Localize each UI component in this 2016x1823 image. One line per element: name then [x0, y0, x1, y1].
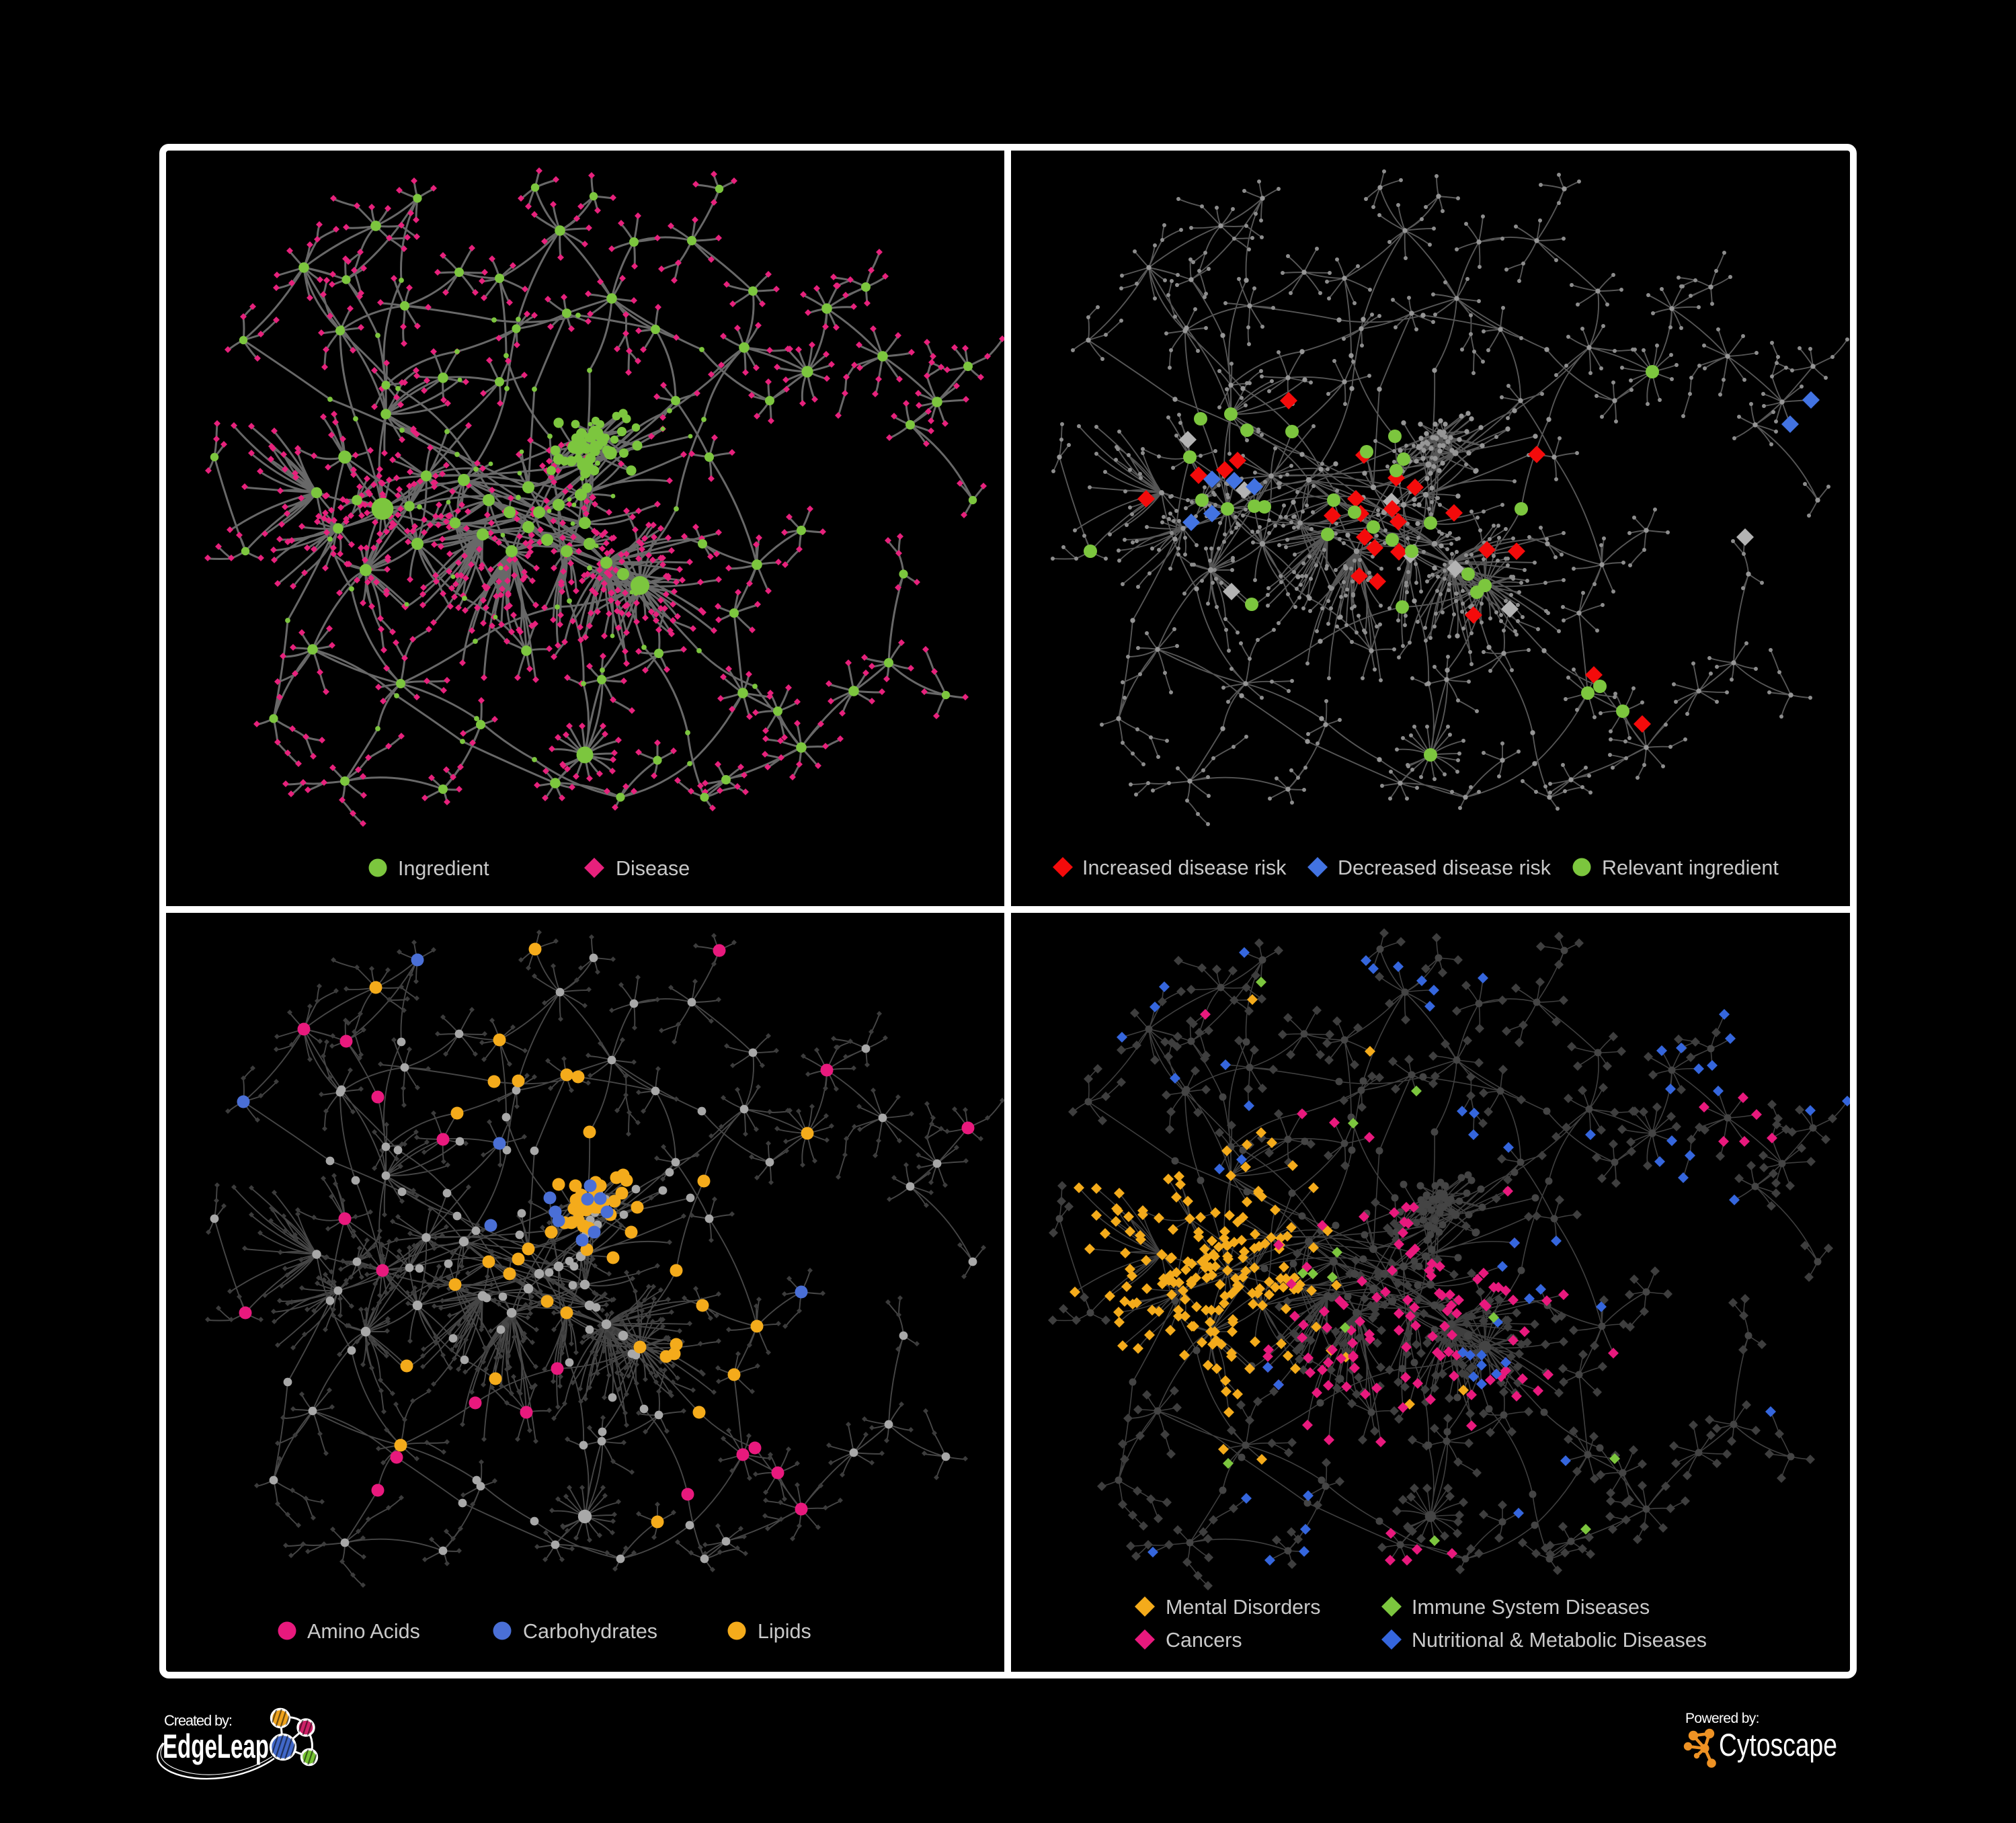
svg-text:Increased disease risk: Increased disease risk: [1082, 856, 1287, 879]
svg-text:Cancers: Cancers: [1166, 1629, 1242, 1652]
svg-text:Carbohydrates: Carbohydrates: [523, 1620, 657, 1643]
svg-text:Amino Acids: Amino Acids: [307, 1620, 420, 1643]
svg-text:Lipids: Lipids: [758, 1620, 811, 1643]
svg-text:Ingredient: Ingredient: [398, 857, 489, 880]
svg-text:Nutritional & Metabolic Diseas: Nutritional & Metabolic Diseases: [1412, 1629, 1707, 1652]
svg-text:Mental Disorders: Mental Disorders: [1166, 1596, 1321, 1619]
svg-text:Created by:: Created by:: [164, 1712, 233, 1729]
svg-text:Disease: Disease: [616, 857, 690, 880]
svg-text:EdgeLeap: EdgeLeap: [163, 1728, 269, 1765]
svg-text:Decreased disease risk: Decreased disease risk: [1338, 856, 1551, 879]
svg-text:Immune System Diseases: Immune System Diseases: [1412, 1596, 1650, 1619]
svg-text:Cytoscape: Cytoscape: [1719, 1727, 1837, 1763]
svg-text:Powered by:: Powered by:: [1685, 1711, 1760, 1726]
svg-text:Relevant ingredient: Relevant ingredient: [1602, 856, 1779, 879]
